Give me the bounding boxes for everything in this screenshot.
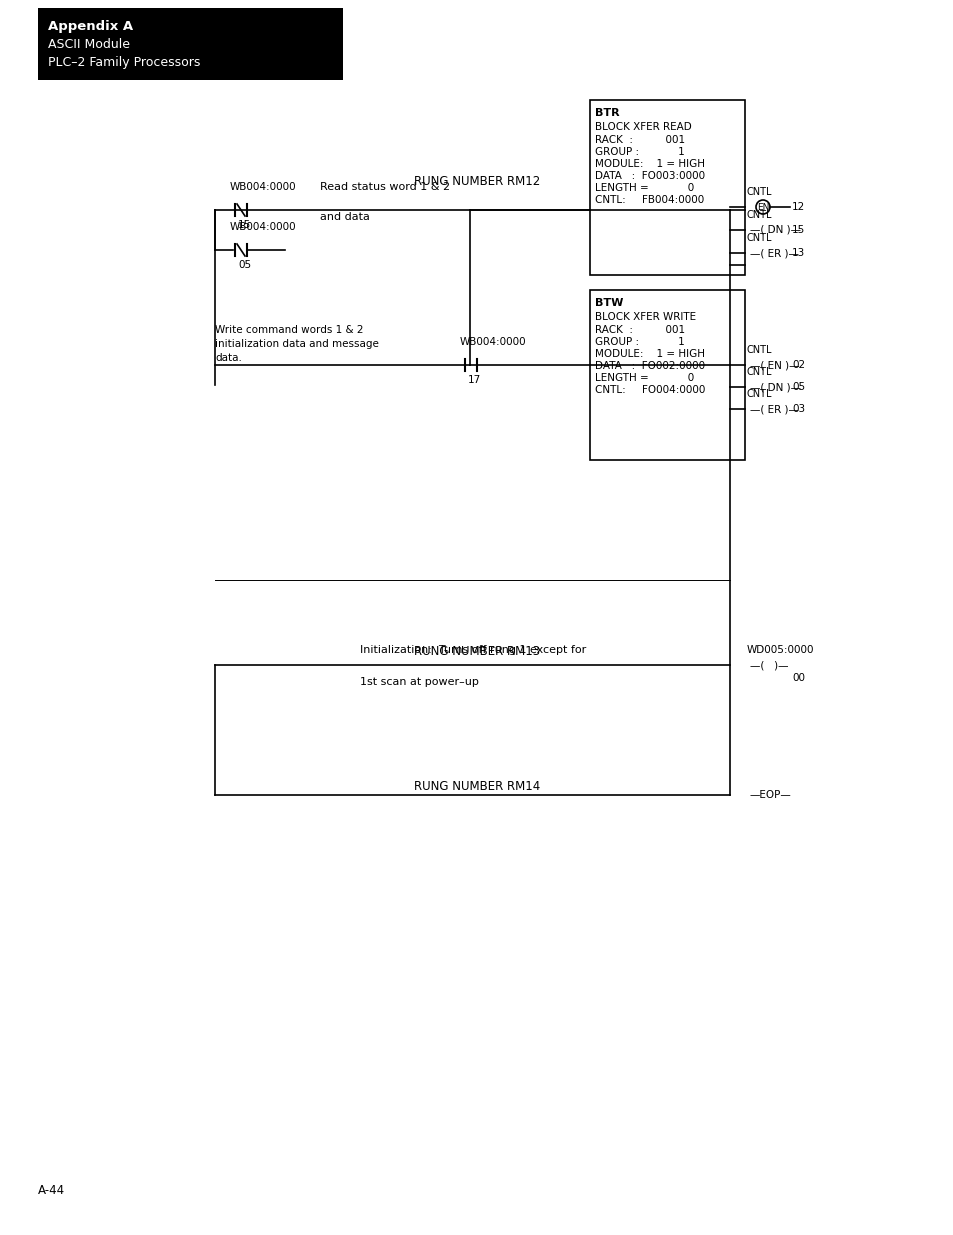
Text: CNTL: CNTL [746, 367, 772, 377]
Text: 05: 05 [237, 261, 251, 270]
Text: RACK  :          001: RACK : 001 [595, 135, 684, 144]
Text: CNTL: CNTL [746, 389, 772, 399]
Text: RUNG NUMBER RM13: RUNG NUMBER RM13 [414, 645, 539, 658]
Text: DATA   :  FO003:0000: DATA : FO003:0000 [595, 170, 704, 182]
Text: and data: and data [319, 212, 370, 222]
Text: CNTL:     FO004:0000: CNTL: FO004:0000 [595, 385, 704, 395]
Text: CNTL: CNTL [746, 210, 772, 220]
Text: LENGTH =            0: LENGTH = 0 [595, 183, 694, 193]
Text: RACK  :          001: RACK : 001 [595, 325, 684, 335]
Text: 15: 15 [237, 220, 251, 230]
Text: 1st scan at power–up: 1st scan at power–up [359, 677, 478, 687]
Text: CNTL: CNTL [746, 345, 772, 354]
Text: BTW: BTW [595, 298, 622, 308]
Text: CNTL: CNTL [746, 233, 772, 243]
Text: WB004:0000: WB004:0000 [230, 222, 296, 232]
Text: —( DN )—: —( DN )— [749, 225, 801, 235]
Text: —( EN )—: —( EN )— [749, 359, 799, 370]
Text: GROUP :            1: GROUP : 1 [595, 337, 684, 347]
Text: —EOP—: —EOP— [749, 790, 791, 800]
Text: EN: EN [757, 203, 768, 211]
Text: Read status word 1 & 2: Read status word 1 & 2 [319, 182, 450, 191]
Text: Initialization:  Turns off rung 1 except for: Initialization: Turns off rung 1 except … [359, 645, 586, 655]
Text: RUNG NUMBER RM14: RUNG NUMBER RM14 [414, 781, 539, 793]
Text: BTR: BTR [595, 107, 619, 119]
Text: 15: 15 [791, 225, 804, 235]
Text: WB004:0000: WB004:0000 [230, 182, 296, 191]
Text: CNTL: CNTL [746, 186, 772, 198]
Text: 17: 17 [468, 375, 480, 385]
Text: 02: 02 [791, 359, 804, 370]
Text: CNTL:     FB004:0000: CNTL: FB004:0000 [595, 195, 703, 205]
Text: WB004:0000: WB004:0000 [459, 337, 526, 347]
Text: 05: 05 [791, 382, 804, 391]
Text: 03: 03 [791, 404, 804, 414]
Text: Appendix A: Appendix A [48, 20, 133, 33]
Text: A-44: A-44 [38, 1184, 65, 1197]
Text: initialization data and message: initialization data and message [214, 338, 378, 350]
Text: 00: 00 [791, 673, 804, 683]
Text: DATA   :  FO002:0000: DATA : FO002:0000 [595, 361, 704, 370]
Text: BLOCK XFER WRITE: BLOCK XFER WRITE [595, 312, 696, 322]
Text: —(   )—: —( )— [749, 659, 788, 671]
Text: —( DN )—: —( DN )— [749, 382, 801, 391]
Text: 13: 13 [791, 248, 804, 258]
Bar [589, 290, 744, 459]
Bar [589, 100, 744, 275]
Text: 12: 12 [791, 203, 804, 212]
Bar [38, 7, 343, 80]
Text: LENGTH =            0: LENGTH = 0 [595, 373, 694, 383]
Text: —( ER )—: —( ER )— [749, 404, 798, 414]
Text: WD005:0000: WD005:0000 [746, 645, 814, 655]
Text: Write command words 1 & 2: Write command words 1 & 2 [214, 325, 363, 335]
Text: data.: data. [214, 353, 242, 363]
Text: MODULE:    1 = HIGH: MODULE: 1 = HIGH [595, 350, 704, 359]
Text: BLOCK XFER READ: BLOCK XFER READ [595, 122, 691, 132]
Text: ASCII Module: ASCII Module [48, 38, 130, 51]
Text: PLC–2 Family Processors: PLC–2 Family Processors [48, 56, 200, 69]
Text: GROUP :            1: GROUP : 1 [595, 147, 684, 157]
Text: —( ER )—: —( ER )— [749, 248, 798, 258]
Text: MODULE:    1 = HIGH: MODULE: 1 = HIGH [595, 159, 704, 169]
Text: RUNG NUMBER RM12: RUNG NUMBER RM12 [414, 175, 539, 188]
